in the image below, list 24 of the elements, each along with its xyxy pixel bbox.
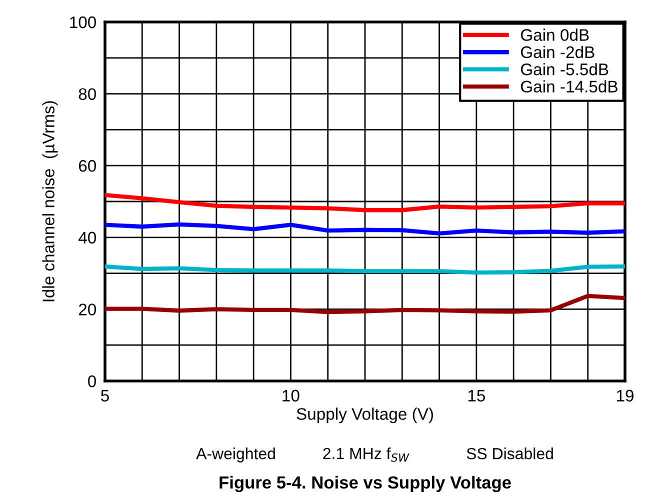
x-tick-label: 19 [617,390,634,402]
legend-label: Gain 0dB [520,28,589,41]
text: 2.1 MHz f$_{SW}$ [323,447,410,462]
y-tick-label: 20 [78,304,96,316]
text: A-weighted [196,448,275,462]
legend-label: Gain -2dB [520,46,594,58]
text: Figure 5-4. Noise vs Supply Voltage [220,476,511,492]
y-tick-label: 0 [88,375,96,388]
line-series [105,264,625,275]
line-series [105,294,625,314]
y-tick-label: 80 [78,88,96,100]
y-tick-label: 60 [78,160,96,172]
x-axis-title: Supply Voltage (V) [296,408,433,424]
x-tick-label: 10 [282,390,300,402]
legend-label: Gain -14.5dB [520,80,618,93]
text: SS Disabled [466,448,553,460]
x-tick-label: 15 [468,390,485,402]
y-tick-label: 40 [78,232,96,244]
y-tick-label: 100 [70,16,96,28]
line-series [105,222,625,236]
y-axis-title: Idle channel noise (µVrms) [42,101,58,302]
x-tick-label: 5 [101,390,109,402]
legend-label: Gain -5.5dB [520,63,608,76]
line-series [105,192,625,212]
